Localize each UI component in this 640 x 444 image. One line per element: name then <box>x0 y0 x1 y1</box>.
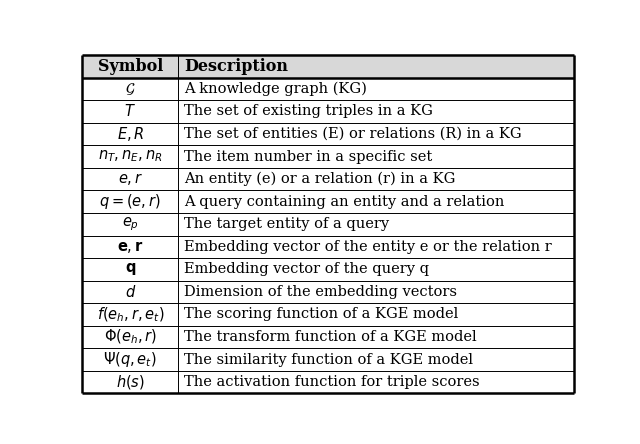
Text: Embedding vector of the entity e or the relation r: Embedding vector of the entity e or the … <box>184 240 552 254</box>
Text: $\mathbf{e}, \mathbf{r}$: $\mathbf{e}, \mathbf{r}$ <box>117 239 143 255</box>
Text: The similarity function of a KGE model: The similarity function of a KGE model <box>184 353 473 367</box>
Text: The target entity of a query: The target entity of a query <box>184 217 389 231</box>
Text: $d$: $d$ <box>125 284 136 300</box>
Text: Embedding vector of the query q: Embedding vector of the query q <box>184 262 429 276</box>
Text: $h(s)$: $h(s)$ <box>116 373 145 391</box>
Text: The set of existing triples in a KG: The set of existing triples in a KG <box>184 104 433 119</box>
Text: $e, r$: $e, r$ <box>118 171 143 187</box>
Text: Description: Description <box>184 58 288 75</box>
Text: $e_p$: $e_p$ <box>122 215 139 233</box>
Text: A query containing an entity and a relation: A query containing an entity and a relat… <box>184 194 504 209</box>
Text: The transform function of a KGE model: The transform function of a KGE model <box>184 330 477 344</box>
Text: The set of entities (E) or relations (R) in a KG: The set of entities (E) or relations (R)… <box>184 127 522 141</box>
Text: $T$: $T$ <box>124 103 136 119</box>
Text: $E, R$: $E, R$ <box>116 125 144 143</box>
Text: The activation function for triple scores: The activation function for triple score… <box>184 375 480 389</box>
Text: $q = (e, r)$: $q = (e, r)$ <box>99 192 161 211</box>
Text: An entity (e) or a relation (r) in a KG: An entity (e) or a relation (r) in a KG <box>184 172 456 186</box>
Text: $f(e_h, r, e_t)$: $f(e_h, r, e_t)$ <box>97 305 164 324</box>
Text: Symbol: Symbol <box>98 58 163 75</box>
Text: The item number in a specific set: The item number in a specific set <box>184 150 433 163</box>
Text: $\Phi(e_h, r)$: $\Phi(e_h, r)$ <box>104 328 157 346</box>
Text: $\mathbf{q}$: $\mathbf{q}$ <box>125 262 136 278</box>
Bar <box>83 55 573 78</box>
Text: The scoring function of a KGE model: The scoring function of a KGE model <box>184 308 458 321</box>
Text: A knowledge graph (KG): A knowledge graph (KG) <box>184 82 367 96</box>
Text: $\mathcal{G}$: $\mathcal{G}$ <box>125 81 136 97</box>
Text: $\Psi(q, e_t)$: $\Psi(q, e_t)$ <box>104 350 157 369</box>
Text: $n_T, n_E, n_R$: $n_T, n_E, n_R$ <box>98 149 163 164</box>
Text: Dimension of the embedding vectors: Dimension of the embedding vectors <box>184 285 457 299</box>
